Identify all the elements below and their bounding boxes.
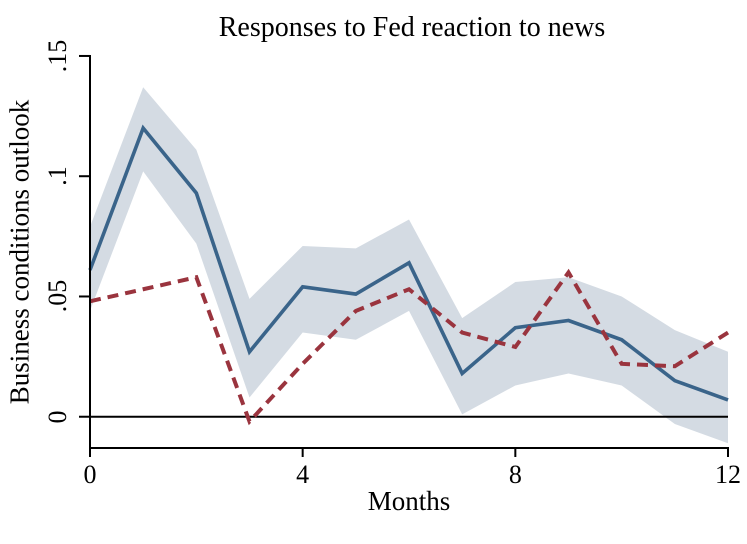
y-tick-label-0: 0 — [43, 410, 72, 424]
dashed-response-line — [89, 268, 730, 426]
x-axis-title: Months — [367, 486, 451, 516]
x-tick-label-0: 0 — [83, 460, 97, 489]
y-axis-title: Business conditions outlook — [4, 99, 35, 405]
solid-response-line — [88, 124, 729, 402]
y-tick-label-1: .1 — [43, 166, 72, 186]
x-tick-label-8: 8 — [508, 460, 522, 489]
x-tick-label-12: 12 — [715, 460, 741, 489]
y-tick-label-15: .15 — [43, 39, 72, 73]
chart-title: Responses to Fed reaction to news — [218, 12, 606, 43]
y-tick-label-05: .05 — [43, 280, 72, 313]
x-tick-label-4: 4 — [296, 460, 310, 489]
